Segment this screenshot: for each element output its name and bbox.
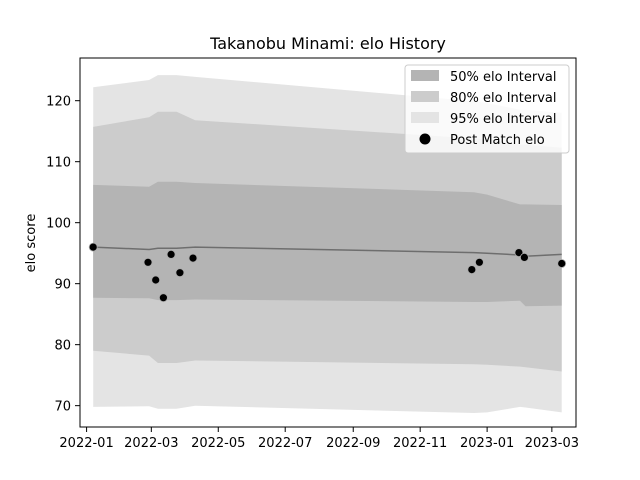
post-match-point [557, 259, 567, 268]
y-tick-label: 70 [54, 400, 71, 415]
legend-box [404, 64, 570, 154]
y-axis-label: elo score [24, 214, 39, 273]
legend-swatch-95 [411, 112, 439, 123]
post-match-point [514, 248, 524, 258]
y-tick-label: 120 [46, 95, 71, 110]
legend-swatch-50 [411, 70, 439, 81]
post-match-point [520, 252, 529, 262]
x-tick-label: 2022-05 [191, 436, 245, 451]
post-match-point [88, 242, 98, 252]
post-match-point [158, 293, 168, 303]
y-tick-label: 110 [46, 156, 71, 171]
post-match-point [467, 265, 477, 275]
post-match-point [166, 249, 176, 259]
y-tick-label: 80 [54, 339, 71, 354]
legend-swatch-80 [411, 91, 439, 102]
legend-label-50: 50% elo Interval [450, 70, 557, 85]
legend-marker-post-match [419, 133, 431, 145]
post-match-point [143, 257, 153, 267]
legend-label-80: 80% elo Interval [450, 91, 557, 106]
post-match-point [151, 275, 161, 285]
legend-label-post-match: Post Match elo [450, 133, 545, 148]
post-match-points [88, 242, 567, 303]
post-match-point [188, 253, 198, 263]
y-tick-label: 90 [54, 278, 71, 293]
y-tick-label: 100 [46, 217, 71, 232]
chart-legend: 50% elo Interval 80% elo Interval 95% el… [404, 64, 570, 154]
y-axis: 70 80 90 100 110 120 [46, 95, 80, 415]
x-tick-label: 2023-01 [460, 436, 514, 451]
x-tick-label: 2023-03 [525, 436, 579, 451]
x-tick-label: 2022-07 [258, 436, 312, 451]
x-tick-label: 2022-01 [59, 436, 113, 451]
x-tick-label: 2022-11 [393, 436, 447, 451]
band-50 [93, 181, 562, 307]
x-tick-label: 2022-09 [326, 436, 380, 451]
x-tick-label: 2022-03 [124, 436, 178, 451]
post-match-point [175, 268, 185, 278]
post-match-point [474, 257, 484, 267]
chart-title: Takanobu Minami: elo History [209, 34, 446, 53]
legend-label-95: 95% elo Interval [450, 112, 557, 127]
plot-area [79, 57, 577, 428]
interval-bands [93, 75, 562, 413]
plot-frame [79, 57, 577, 428]
x-axis: 2022-01 2022-03 2022-05 2022-07 2022-09 2022-… [59, 427, 579, 451]
